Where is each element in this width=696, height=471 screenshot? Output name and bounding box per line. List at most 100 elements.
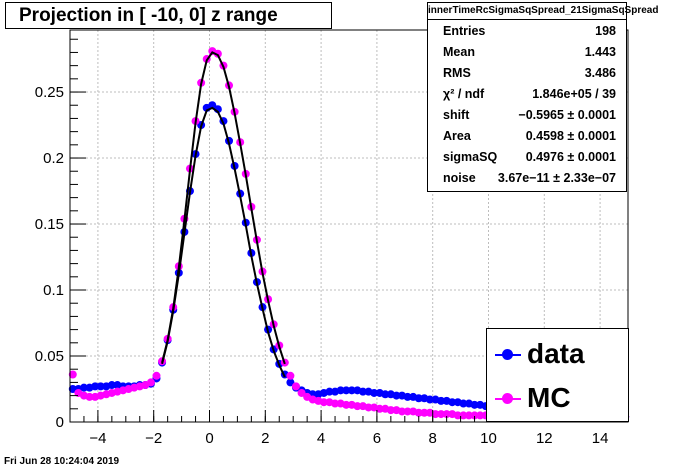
x-tick-label: 14 bbox=[592, 430, 609, 447]
stats-row: Area 0.4598 ± 0.0001 bbox=[428, 126, 626, 147]
point-data bbox=[437, 396, 446, 405]
x-tick-label: −4 bbox=[89, 430, 106, 447]
stats-row: RMS 3.486 bbox=[428, 63, 626, 84]
legend: data MC bbox=[486, 328, 629, 422]
stats-row: Entries 198 bbox=[428, 21, 626, 42]
stats-label: RMS bbox=[443, 66, 471, 80]
x-tick-label: 8 bbox=[429, 430, 437, 447]
stats-value: 0.4976 ± 0.0001 bbox=[525, 150, 616, 164]
point-mc bbox=[364, 403, 373, 412]
stats-value: 3.486 bbox=[584, 66, 616, 80]
point-mc bbox=[146, 378, 155, 387]
stats-box: innerTimeRcSigmaSqSpread_21SigmaSqSpread… bbox=[427, 2, 658, 192]
stats-row: sigmaSQ 0.4976 ± 0.0001 bbox=[428, 147, 626, 168]
stats-label: sigmaSQ bbox=[443, 150, 498, 164]
point-mc bbox=[431, 410, 440, 419]
point-data bbox=[286, 378, 295, 387]
point-data bbox=[370, 388, 379, 397]
point-mc bbox=[375, 404, 384, 413]
point-data bbox=[79, 383, 88, 392]
stats-label: Entries bbox=[443, 24, 486, 38]
stats-label: noise bbox=[443, 171, 476, 185]
y-tick-label: 0.25 bbox=[35, 84, 64, 101]
stats-value: 3.67e−11 ± 2.33e−07 bbox=[497, 171, 616, 185]
point-data bbox=[392, 391, 401, 400]
y-tick-label: 0.1 bbox=[43, 282, 64, 299]
point-data bbox=[381, 390, 390, 399]
x-tick-label: 2 bbox=[261, 430, 269, 447]
point-mc bbox=[386, 406, 395, 415]
legend-marker-icon bbox=[502, 349, 513, 360]
point-mc bbox=[470, 411, 479, 420]
stats-row: Mean 1.443 bbox=[428, 42, 626, 63]
x-tick-label: 6 bbox=[373, 430, 381, 447]
point-data bbox=[470, 400, 479, 409]
fit-layer bbox=[161, 51, 286, 378]
legend-entry-data: data bbox=[487, 332, 628, 376]
x-tick-label: −2 bbox=[145, 430, 162, 447]
point-mc bbox=[213, 49, 222, 58]
stats-value: 0.4598 ± 0.0001 bbox=[525, 129, 616, 143]
point-data bbox=[336, 386, 345, 395]
axis-labels: −4 −2 0 2 4 6 8 10 12 14 0.05 0.1 0.15 0.2 0.25 0 bbox=[35, 84, 609, 447]
y-tick-label: 0.15 bbox=[35, 216, 64, 233]
point-mc bbox=[319, 398, 328, 407]
point-mc bbox=[152, 371, 161, 380]
stats-value: 1.846e+05 / 39 bbox=[532, 87, 616, 101]
stats-label: Mean bbox=[443, 45, 475, 59]
point-mc bbox=[342, 400, 351, 409]
legend-label: data bbox=[527, 338, 585, 369]
stats-row: shift −0.5965 ± 0.0001 bbox=[428, 105, 626, 126]
point-mc bbox=[85, 392, 94, 401]
chart-title: Projection in [ -10, 0] z range bbox=[5, 2, 332, 29]
y-tick-label: 0.05 bbox=[35, 348, 64, 365]
stats-label: Area bbox=[443, 129, 471, 143]
point-data bbox=[358, 387, 367, 396]
point-data bbox=[448, 398, 457, 407]
x-tick-label: 12 bbox=[536, 430, 553, 447]
point-data bbox=[459, 399, 468, 408]
point-data bbox=[91, 382, 100, 391]
stats-value: 198 bbox=[595, 24, 616, 38]
point-data bbox=[347, 386, 356, 395]
fit-curve bbox=[161, 51, 286, 365]
point-mc bbox=[286, 371, 295, 380]
point-data bbox=[425, 395, 434, 404]
point-data bbox=[342, 386, 351, 395]
point-mc bbox=[437, 410, 446, 419]
point-mc bbox=[420, 408, 429, 417]
point-mc bbox=[297, 388, 306, 397]
point-mc bbox=[414, 408, 423, 417]
point-mc bbox=[68, 370, 77, 379]
timestamp: Fri Jun 28 10:24:04 2019 bbox=[4, 456, 120, 467]
point-mc bbox=[476, 411, 485, 420]
point-mc bbox=[403, 407, 412, 416]
legend-entry-mc: MC bbox=[487, 376, 628, 420]
stats-name: innerTimeRcSigmaSqSpread_21SigmaSqSpread bbox=[428, 3, 658, 20]
stats-label: χ² / ndf bbox=[443, 87, 485, 101]
x-tick-label: 0 bbox=[205, 430, 213, 447]
point-mc bbox=[398, 407, 407, 416]
x-tick-label: 10 bbox=[480, 430, 497, 447]
point-mc bbox=[442, 410, 451, 419]
point-mc bbox=[453, 411, 462, 420]
stats-row: noise 3.67e−11 ± 2.33e−07 bbox=[428, 168, 626, 189]
fit-curve bbox=[161, 106, 286, 378]
stats-value: 1.443 bbox=[584, 45, 616, 59]
point-mc bbox=[459, 411, 468, 420]
point-mc bbox=[331, 399, 340, 408]
point-data bbox=[96, 382, 105, 391]
point-data bbox=[68, 385, 77, 394]
point-data bbox=[414, 394, 423, 403]
point-data bbox=[208, 101, 217, 110]
point-data bbox=[325, 387, 334, 396]
point-data bbox=[403, 392, 412, 401]
x-tick-label: 4 bbox=[317, 430, 325, 447]
stats-value: −0.5965 ± 0.0001 bbox=[518, 108, 616, 122]
stats-label: shift bbox=[443, 108, 470, 122]
point-data bbox=[107, 381, 116, 390]
legend-marker-icon bbox=[502, 393, 513, 404]
legend-label: MC bbox=[527, 382, 571, 413]
stats-row: χ² / ndf 1.846e+05 / 39 bbox=[428, 84, 626, 105]
y-tick-label: 0 bbox=[56, 414, 64, 431]
